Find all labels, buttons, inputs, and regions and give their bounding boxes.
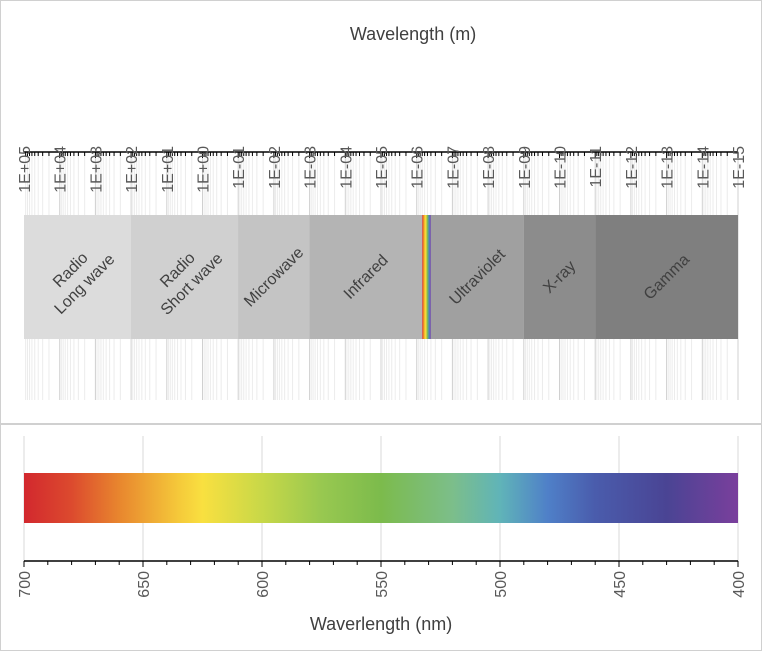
top-tick-label: 1E+00 [196, 146, 213, 193]
bottom-x-axis-title: Waverlength (nm) [310, 614, 452, 634]
top-axis-tick-labels: 1E+05 1E+04 1E+03 1E+02 1E+01 1E+00 1E-01 1E-02… [17, 146, 748, 193]
top-tick-label: 1E+01 [160, 146, 177, 193]
bottom-tick-label: 400 [731, 571, 748, 598]
top-tick-label: 1E-07 [445, 146, 462, 189]
top-tick-label: 1E-12 [624, 146, 641, 189]
visible-band [422, 215, 431, 339]
top-tick-label: 1E+05 [17, 146, 34, 193]
band-rect [24, 215, 132, 339]
band-rect [238, 215, 310, 339]
band-rect [523, 215, 596, 339]
visible-spectrum-bar [24, 473, 738, 523]
top-tick-label: 1E-11 [588, 146, 605, 188]
top-tick-label: 1E+03 [88, 146, 105, 193]
top-tick-label: 1E-01 [231, 146, 248, 189]
bottom-tick-label: 600 [255, 571, 272, 598]
top-tick-label: 1E-05 [374, 146, 391, 189]
top-tick-label: 1E-04 [338, 146, 355, 189]
band-rect [131, 215, 239, 339]
top-tick-label: 1E-14 [695, 146, 712, 189]
band-rect [309, 215, 423, 339]
bottom-tick-label: 500 [493, 571, 510, 598]
bottom-axis-tick-labels: 700 650 600 550 500 450 400 [17, 571, 748, 598]
top-tick-label: 1E-13 [660, 146, 677, 189]
top-tick-label: 1E-03 [303, 146, 320, 189]
band-rect [430, 215, 524, 339]
band-rect [595, 215, 738, 339]
top-tick-label: 1E+02 [124, 146, 141, 193]
top-tick-label: 1E-08 [481, 146, 498, 189]
top-tick-label: 1E-15 [731, 146, 748, 189]
top-tick-label: 1E+04 [53, 146, 70, 193]
bottom-axis-ticks [23, 560, 739, 567]
top-x-axis-title: Wavelength (m) [350, 24, 476, 44]
top-tick-label: 1E-10 [553, 146, 570, 189]
top-bands: RadioLong wave RadioShort wave Microwave In… [24, 215, 738, 339]
bottom-tick-label: 550 [374, 571, 391, 598]
top-axis-ticks [24, 151, 739, 158]
bottom-tick-label: 700 [17, 571, 34, 598]
top-tick-label: 1E-09 [517, 146, 534, 189]
bottom-tick-label: 650 [136, 571, 153, 598]
top-tick-label: 1E-02 [267, 146, 284, 189]
top-tick-label: 1E-06 [410, 146, 427, 189]
bottom-tick-label: 450 [612, 571, 629, 598]
